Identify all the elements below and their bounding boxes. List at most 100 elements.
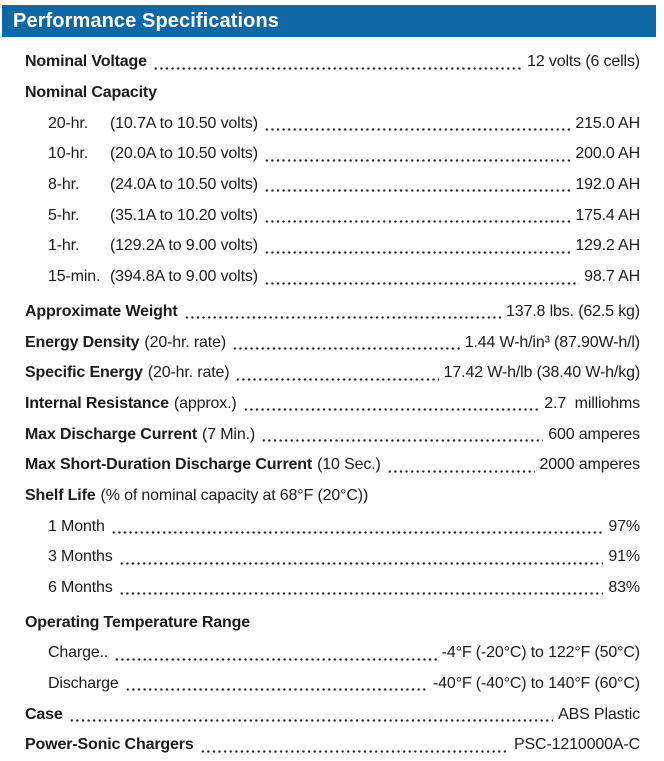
spec-row: 15-min. (394.8A to 9.00 volts) 98.7 AH <box>25 261 640 293</box>
dot-leader <box>183 296 502 328</box>
dot-leader <box>263 139 571 170</box>
dot-leader <box>199 730 510 761</box>
spec-value: 200.0 AH <box>575 145 640 163</box>
spec-value: PSC-1210000A-C <box>514 736 640 754</box>
dot-leader <box>263 261 580 293</box>
spec-note: (approx.) <box>173 394 237 412</box>
dot-leader <box>263 200 571 232</box>
spec-table: Nominal Voltage 12 volts (6 cells) Nomin… <box>0 37 664 761</box>
spec-value: 12 volts (6 cells) <box>527 53 640 71</box>
spec-note: (20-hr. rate) <box>147 364 230 382</box>
spec-value: 137.8 lbs. (62.5 kg) <box>506 302 640 320</box>
spec-label: Nominal Capacity <box>25 84 157 102</box>
spec-label: Approximate Weight <box>25 302 178 320</box>
spec-rate-label: 5-hr. <box>48 206 80 224</box>
dot-leader <box>152 47 523 78</box>
spec-row: Nominal Capacity <box>25 78 640 109</box>
spec-sublabel: (10.7A to 10.50 volts) <box>110 114 258 132</box>
spec-value: 2000 amperes <box>539 456 641 474</box>
spec-label: Power-Sonic Chargers <box>25 736 194 754</box>
spec-row: Max Discharge Current (7 Min.) 600 amper… <box>25 419 640 450</box>
spec-sublabel: (35.1A to 10.20 volts) <box>110 206 258 224</box>
spec-row: 1-hr. (129.2A to 9.00 volts) 129.2 AH <box>25 231 640 262</box>
spec-value: 129.2 AH <box>575 237 640 255</box>
dot-leader <box>124 668 428 700</box>
spec-sheet-page: Performance Specifications Nominal Volta… <box>0 5 664 761</box>
spec-value: 2.7 milliohms <box>544 394 640 412</box>
spec-row: 8-hr. (24.0A to 10.50 volts) 192.0 AH <box>25 169 640 201</box>
dot-leader <box>263 108 571 140</box>
spec-row: Operating Temperature Range <box>25 607 640 638</box>
spec-rate-label: 10-hr. <box>48 145 89 163</box>
spec-row: Power-Sonic Chargers PSC-1210000A-C <box>25 730 640 761</box>
spec-label: Operating Temperature Range <box>25 613 251 631</box>
spec-value: -4°F (-20°C) to 122°F (50°C) <box>441 644 640 662</box>
spec-note: (20-hr. rate) <box>144 333 227 351</box>
spec-value: 98.7 AH <box>584 268 640 286</box>
spec-label: Internal Resistance <box>25 394 169 412</box>
spec-sublabel: (129.2A to 9.00 volts) <box>110 237 258 255</box>
dot-leader <box>263 231 571 262</box>
spec-row: 20-hr. (10.7A to 10.50 volts) 215.0 AH <box>25 108 640 140</box>
dot-leader <box>118 572 604 604</box>
spec-value: 83% <box>608 579 640 597</box>
dot-leader <box>114 638 437 669</box>
spec-row: Shelf Life (% of nominal capacity at 68°… <box>25 481 640 512</box>
header-bar: Performance Specifications <box>2 5 656 37</box>
spec-value: 600 amperes <box>548 425 640 443</box>
spec-sublabel: 6 Months <box>48 579 113 597</box>
dot-leader <box>261 419 544 450</box>
spec-rate-label: 15-min. <box>48 268 101 286</box>
spec-row: 1 Month 97% <box>25 511 640 542</box>
dot-leader <box>232 327 460 358</box>
spec-value: 215.0 AH <box>575 114 640 132</box>
spec-sublabel: 1 Month <box>48 517 105 535</box>
spec-row: Internal Resistance (approx.) 2.7 millio… <box>25 388 640 420</box>
spec-note: (% of nominal capacity at 68°F (20°C)) <box>100 486 369 504</box>
dot-leader <box>110 511 604 542</box>
spec-label: Max Short-Duration Discharge Current <box>25 456 313 474</box>
page-title: Performance Specifications <box>13 9 280 32</box>
spec-row: Specific Energy (20-hr. rate) 17.42 W-h/… <box>25 357 640 389</box>
dot-leader <box>263 169 571 201</box>
spec-sublabel: (394.8A to 9.00 volts) <box>110 268 258 286</box>
dot-leader <box>68 699 554 731</box>
spec-label: Energy Density <box>25 333 140 351</box>
spec-sublabel: Discharge <box>48 675 119 693</box>
spec-row: 6 Months 83% <box>25 572 640 604</box>
spec-label: Nominal Voltage <box>25 53 147 71</box>
spec-label: Max Discharge Current <box>25 425 198 443</box>
spec-sublabel: 3 Months <box>48 548 113 566</box>
spec-rate-label: 1-hr. <box>48 237 80 255</box>
spec-row: 3 Months 91% <box>25 542 640 573</box>
spec-label: Case <box>25 705 63 723</box>
spec-value: 97% <box>608 517 640 535</box>
spec-value: -40°F (-40°C) to 140°F (60°C) <box>432 675 640 693</box>
spec-value: 175.4 AH <box>575 206 640 224</box>
spec-row: Energy Density (20-hr. rate) 1.44 W-h/in… <box>25 327 640 358</box>
spec-rate-label: 20-hr. <box>48 114 89 132</box>
spec-value: 192.0 AH <box>575 176 640 194</box>
spec-sublabel: (20.0A to 10.50 volts) <box>110 145 258 163</box>
spec-label: Shelf Life <box>25 486 96 504</box>
spec-sublabel: (24.0A to 10.50 volts) <box>110 176 258 194</box>
spec-value: 91% <box>608 548 640 566</box>
spec-row: 5-hr. (35.1A to 10.20 volts) 175.4 AH <box>25 200 640 232</box>
spec-sublabel: Charge.. <box>48 644 109 662</box>
spec-row: Case ABS Plastic <box>25 699 640 731</box>
spec-value: ABS Plastic <box>558 705 640 723</box>
spec-row: Max Short-Duration Discharge Current (10… <box>25 449 641 481</box>
spec-note: (7 Min.) <box>202 425 256 443</box>
dot-leader <box>386 449 535 481</box>
spec-row: 10-hr. (20.0A to 10.50 volts) 200.0 AH <box>25 139 640 170</box>
spec-row: Approximate Weight 137.8 lbs. (62.5 kg) <box>25 296 640 328</box>
spec-row: Charge.. -4°F (-20°C) to 122°F (50°C) <box>25 638 640 669</box>
dot-leader <box>242 388 540 420</box>
dot-leader <box>118 542 604 573</box>
spec-value: 1.44 W-h/in³ (87.90W-h/l) <box>464 333 640 351</box>
spec-value: 17.42 W-h/lb (38.40 W-h/kg) <box>443 364 640 382</box>
spec-label: Specific Energy <box>25 364 143 382</box>
spec-rate-label: 8-hr. <box>48 176 80 194</box>
spec-note: (10 Sec.) <box>317 456 381 474</box>
spec-row: Discharge -40°F (-40°C) to 140°F (60°C) <box>25 668 640 700</box>
